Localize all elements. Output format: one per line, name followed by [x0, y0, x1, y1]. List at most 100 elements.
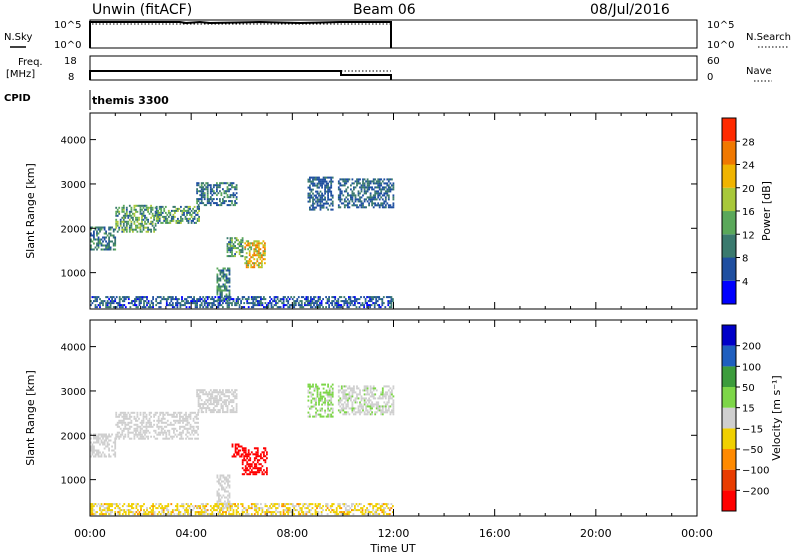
power-cell	[197, 204, 200, 207]
power-cell	[352, 304, 355, 307]
velocity-cell	[359, 393, 361, 396]
power-cell	[209, 306, 212, 309]
velocity-cell	[235, 397, 238, 400]
power-cell	[226, 249, 229, 252]
velocity-cell	[335, 507, 338, 510]
velocity-cell	[147, 513, 150, 516]
velocity-cell	[327, 413, 329, 416]
power-cell	[359, 200, 361, 203]
power-cell	[200, 304, 203, 307]
power-cell	[135, 304, 138, 307]
velocity-cell	[364, 513, 367, 516]
velocity-cell	[186, 427, 189, 430]
power-cell	[196, 300, 198, 303]
velocity-cell	[320, 511, 323, 514]
power-cell	[318, 198, 320, 201]
power-cell	[228, 241, 230, 244]
power-cell	[180, 215, 182, 218]
power-cell	[328, 204, 331, 207]
power-cell	[115, 210, 118, 213]
velocity-cell	[199, 391, 202, 394]
power-cell	[181, 211, 184, 214]
power-cell	[378, 192, 381, 195]
velocity-cell	[131, 503, 133, 506]
velocity-cell	[116, 435, 119, 438]
velocity-cell	[228, 486, 231, 489]
velocity-cell	[231, 503, 233, 506]
velocity-cell	[197, 433, 199, 436]
power-cell	[319, 194, 322, 197]
velocity-cell	[132, 511, 135, 514]
velocity-cell	[255, 507, 258, 510]
power-cell	[259, 262, 262, 265]
velocity-cell	[239, 445, 241, 448]
power-cell	[256, 246, 259, 249]
velocity-cell	[150, 513, 153, 516]
power-cell	[363, 186, 366, 189]
power-cell	[106, 300, 109, 303]
power-cell	[145, 226, 148, 229]
power-cell	[311, 298, 314, 301]
velocity-cell	[368, 399, 370, 402]
velocity-cell	[118, 509, 121, 512]
velocity-cell	[387, 385, 390, 388]
power-cell	[231, 255, 233, 258]
velocity-cell	[214, 401, 217, 404]
velocity-cell	[373, 513, 376, 516]
power-cell	[205, 300, 208, 303]
velocity-cell	[212, 397, 215, 400]
power-cell	[375, 300, 378, 303]
power-cell	[225, 200, 227, 203]
velocity-cell	[156, 433, 159, 436]
power-cell	[383, 192, 386, 195]
velocity-cell	[118, 511, 121, 514]
power-cell	[225, 277, 228, 280]
power-cell	[202, 306, 205, 309]
velocity-cell	[359, 401, 361, 404]
velocity-cell	[220, 407, 223, 410]
power-cell	[324, 180, 326, 183]
power-cell	[388, 300, 391, 303]
power-cell	[252, 306, 255, 309]
power-cell	[142, 204, 145, 207]
velocity-cell	[235, 411, 238, 414]
power-cell	[192, 211, 194, 214]
velocity-cell	[176, 413, 178, 416]
power-cell	[334, 302, 337, 305]
power-cell	[226, 255, 229, 258]
power-cell	[175, 219, 178, 222]
power-cell	[377, 184, 380, 187]
power-cell	[264, 246, 266, 249]
power-cell	[209, 190, 212, 193]
power-cell	[136, 226, 139, 229]
velocity-cell	[166, 437, 169, 440]
velocity-cell	[115, 437, 118, 440]
velocity-cell	[365, 393, 367, 396]
power-cell	[326, 298, 329, 301]
power-cell	[106, 296, 109, 299]
velocity-colorbar-frame	[721, 324, 737, 512]
power-cell	[216, 198, 218, 201]
velocity-cell	[354, 401, 357, 404]
velocity-cell	[116, 433, 119, 436]
power-cell	[128, 218, 131, 221]
velocity-cell	[181, 503, 183, 506]
velocity-cell	[160, 417, 163, 420]
power-cell	[339, 188, 342, 191]
power-cell	[115, 212, 118, 215]
power-cell	[125, 228, 128, 231]
power-cell	[353, 204, 355, 207]
power-cell	[136, 210, 139, 213]
power-cell	[205, 302, 208, 305]
power-cell	[228, 196, 230, 199]
power-cell	[105, 244, 107, 247]
velocity-cell	[261, 451, 264, 454]
velocity-cell	[341, 511, 344, 514]
power-cell	[180, 219, 182, 222]
power-cell	[183, 211, 185, 214]
power-cell	[245, 244, 248, 247]
velocity-cell	[133, 417, 136, 420]
power-cell	[362, 184, 364, 187]
power-cell	[235, 251, 238, 254]
power-cell	[182, 304, 185, 307]
